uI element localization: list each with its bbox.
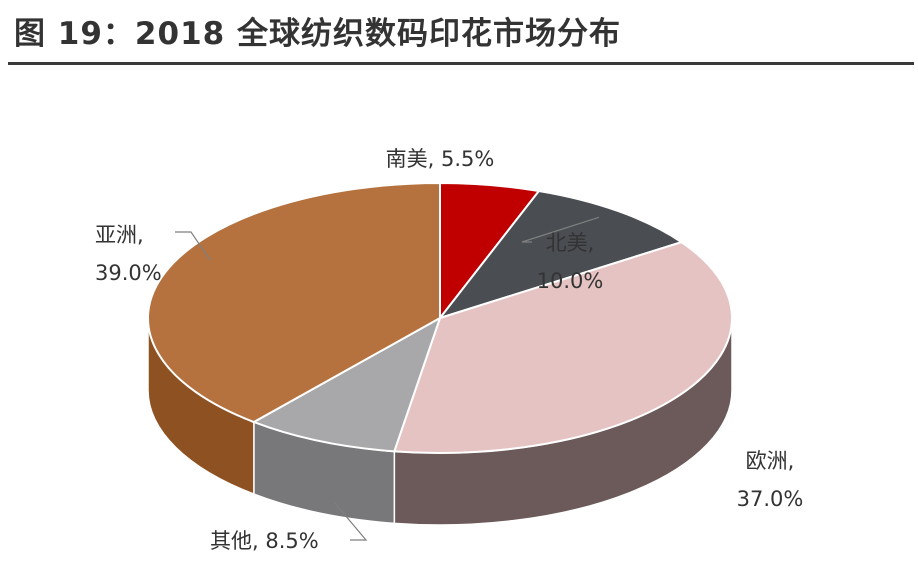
label-北美-line-2: 10.0% xyxy=(537,269,604,293)
pie-slices xyxy=(147,181,733,454)
label-南美: 南美, 5.5% xyxy=(386,147,495,171)
label-亚洲-line-1: 亚洲, xyxy=(95,223,144,247)
pie-sides xyxy=(147,317,733,526)
label-欧洲-line-1: 欧洲, xyxy=(746,449,795,473)
slice-其他 xyxy=(251,315,442,453)
label-亚洲-line-2: 39.0% xyxy=(95,261,162,285)
label-其他: 其他, 8.5% xyxy=(210,529,319,553)
leader-北美 xyxy=(521,216,600,243)
chart-title: 图 19：2018 全球纺织数码印花市场分布 xyxy=(14,16,622,52)
title-divider xyxy=(8,62,914,65)
leader-其他 xyxy=(334,502,368,541)
slice-亚洲 xyxy=(147,181,441,424)
leader-亚洲 xyxy=(175,231,211,261)
slice-欧洲 xyxy=(392,241,733,454)
label-leaders xyxy=(175,216,600,541)
label-北美-line-1: 北美, xyxy=(546,231,595,255)
slice-labels: 南美, 5.5% 北美, 10.0% 欧洲, 37.0% 其他, 8.5% 亚洲, 39.0% xyxy=(95,147,803,553)
label-欧洲-line-2: 37.0% xyxy=(737,487,804,511)
slice-北美 xyxy=(437,189,684,320)
